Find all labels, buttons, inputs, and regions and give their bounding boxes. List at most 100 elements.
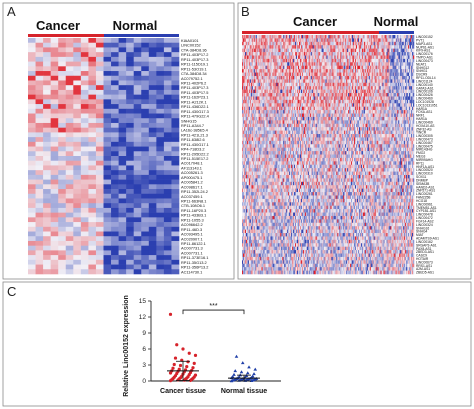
heatmap-a-cell bbox=[65, 108, 74, 114]
heatmap-b-cell bbox=[388, 82, 390, 87]
heatmap-b-cell bbox=[322, 93, 324, 97]
heatmap-b-cell bbox=[391, 79, 393, 84]
heatmap-b-cell bbox=[288, 96, 290, 101]
heatmap-b-cell bbox=[337, 93, 339, 97]
heatmap-b-cell bbox=[344, 96, 346, 101]
heatmap-b-cell bbox=[381, 89, 383, 94]
heatmap-b-cell bbox=[242, 106, 245, 111]
heatmap-b-cell bbox=[386, 82, 388, 87]
heatmap-b-cell bbox=[352, 48, 354, 53]
heatmap-b-cell bbox=[310, 93, 313, 97]
heatmap-b-cell bbox=[353, 52, 355, 56]
heatmap-b-cell bbox=[302, 96, 305, 101]
heatmap-b-cell bbox=[251, 35, 254, 39]
heatmap-b-cell bbox=[274, 110, 276, 114]
heatmap-b-cell bbox=[278, 93, 280, 97]
heatmap-b-cell bbox=[315, 69, 317, 73]
heatmap-b-cell bbox=[289, 79, 291, 84]
heatmap-a-cell bbox=[163, 240, 172, 246]
heatmap-b-cell bbox=[248, 35, 251, 39]
heatmap-b-cell bbox=[383, 99, 385, 104]
heatmap-a-cell bbox=[73, 42, 82, 48]
heatmap-b-cell bbox=[264, 38, 266, 43]
heatmap-b-cell bbox=[360, 89, 363, 94]
heatmap-b-cell bbox=[323, 96, 325, 101]
heatmap-b-cell bbox=[360, 86, 363, 90]
heatmap-b-cell bbox=[355, 62, 357, 66]
heatmap-b-cell bbox=[243, 52, 246, 56]
heatmap-a-cell bbox=[43, 75, 51, 81]
heatmap-b-cell bbox=[242, 96, 244, 101]
heatmap-b-cell bbox=[244, 38, 247, 43]
heatmap-b-cell bbox=[270, 58, 272, 63]
heatmap-a-cell bbox=[171, 236, 180, 242]
heatmap-b-cell bbox=[362, 103, 365, 107]
heatmap-a-cell bbox=[88, 236, 97, 242]
heatmap-b-cell bbox=[245, 48, 248, 53]
heatmap-b-cell bbox=[287, 41, 289, 46]
heatmap-b-cell bbox=[350, 58, 352, 63]
heatmap-b-cell bbox=[266, 41, 268, 46]
heatmap-a-cell bbox=[133, 174, 142, 180]
heatmap-b-cell bbox=[313, 75, 315, 80]
heatmap-a-cell bbox=[156, 170, 165, 176]
heatmap-b-cell bbox=[277, 69, 279, 73]
heatmap-a-cell bbox=[43, 189, 51, 195]
heatmap-b-cell bbox=[405, 38, 407, 43]
heatmap-b-cell bbox=[248, 86, 251, 90]
heatmap-b-cell bbox=[409, 45, 411, 49]
heatmap-a-cell bbox=[156, 259, 165, 265]
heatmap-b-cell bbox=[313, 48, 315, 53]
heatmap-a-cell bbox=[171, 269, 180, 275]
heatmap-b-cell bbox=[355, 58, 357, 63]
heatmap-b-cell bbox=[359, 52, 362, 56]
heatmap-a-cell bbox=[43, 174, 51, 180]
heatmap-b-cell bbox=[356, 82, 359, 87]
heatmap-a-cell bbox=[50, 56, 59, 62]
heatmap-a-cell bbox=[50, 189, 59, 195]
heatmap-a-cell bbox=[163, 207, 172, 213]
heatmap-b-cell bbox=[255, 48, 257, 53]
heatmap-b-cell bbox=[242, 103, 244, 107]
heatmap-b-cell bbox=[338, 96, 340, 101]
heatmap-b-cell bbox=[386, 86, 388, 90]
heatmap-b-cell bbox=[410, 52, 412, 56]
heatmap-a-cell bbox=[133, 217, 142, 223]
heatmap-b-cell bbox=[245, 103, 248, 107]
heatmap-b-cell bbox=[406, 48, 408, 53]
heatmap-b-cell bbox=[316, 99, 318, 104]
heatmap-b-cell bbox=[368, 103, 371, 107]
heatmap-b-cell bbox=[304, 86, 307, 90]
heatmap-b-cell bbox=[392, 69, 394, 73]
heatmap-b-cell bbox=[345, 55, 347, 60]
heatmap-b-cell bbox=[282, 106, 284, 111]
heatmap-a-cell bbox=[43, 240, 51, 246]
heatmap-b-cell bbox=[360, 96, 363, 101]
heatmap-b-cell bbox=[368, 69, 371, 73]
heatmap-b-cell bbox=[267, 103, 269, 107]
heatmap-b-cell bbox=[255, 52, 257, 56]
heatmap-b-cell bbox=[261, 65, 263, 70]
heatmap-b-cell bbox=[325, 35, 327, 39]
heatmap-b-cell bbox=[320, 52, 322, 56]
heatmap-a-cell bbox=[163, 61, 172, 67]
heatmap-b-cell bbox=[289, 106, 291, 111]
heatmap-b-cell bbox=[385, 69, 387, 73]
heatmap-b-cell bbox=[385, 35, 387, 39]
heatmap-b-cell bbox=[247, 48, 250, 53]
heatmap-b-cell bbox=[245, 52, 248, 56]
heatmap-b-cell bbox=[360, 103, 363, 107]
heatmap-b-cell bbox=[295, 103, 297, 107]
heatmap-b-cell bbox=[340, 52, 342, 56]
heatmap-b-cell bbox=[386, 52, 388, 56]
heatmap-b-cell bbox=[293, 79, 295, 84]
heatmap-b-cell bbox=[268, 62, 270, 66]
heatmap-b-cell bbox=[331, 48, 333, 53]
heatmap-a-cell bbox=[171, 52, 180, 58]
heatmap-b-cell bbox=[283, 99, 285, 104]
heatmap-b-cell bbox=[289, 58, 291, 63]
heatmap-b-cell bbox=[397, 69, 399, 73]
heatmap-a-cell bbox=[103, 132, 112, 138]
heatmap-b-cell bbox=[330, 89, 332, 94]
heatmap-b-cell bbox=[253, 99, 256, 104]
